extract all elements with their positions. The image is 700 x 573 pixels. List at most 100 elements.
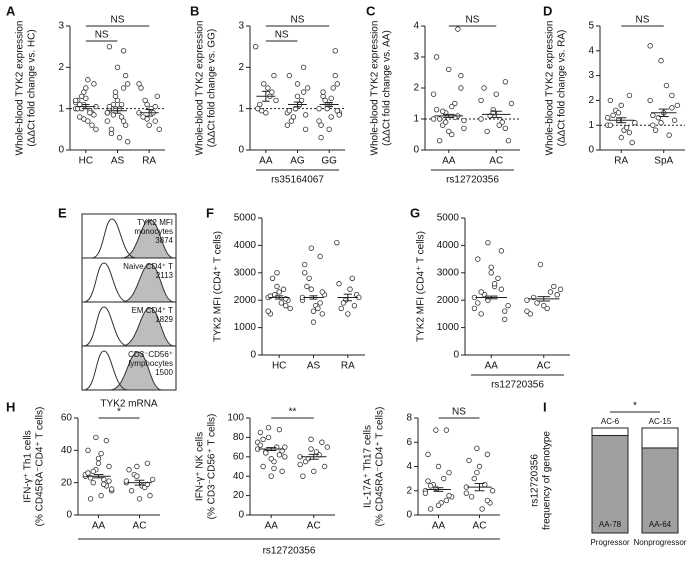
x-axis-label: rs12720356 (446, 175, 499, 186)
data-point (126, 467, 132, 473)
data-point (90, 479, 96, 486)
y-tick-label: 40 (61, 445, 73, 456)
data-point (652, 127, 659, 133)
y-tick-label: 0 (413, 145, 419, 156)
data-point (433, 106, 440, 113)
y-axis-label: (ΔΔCt fold change vs. GG) (207, 29, 218, 147)
y-tick-label: 6 (406, 437, 412, 448)
data-point (284, 122, 291, 128)
data-point (144, 116, 150, 122)
comparison-label: NS (636, 15, 650, 26)
data-point (114, 64, 121, 71)
panel-letter: A (6, 3, 16, 18)
x-tick-label: AA (92, 521, 106, 532)
y-tick-label: 1000 (437, 322, 460, 333)
data-point (149, 476, 156, 483)
data-point (274, 283, 280, 290)
y-tick-label: 4 (406, 461, 412, 472)
data-point (650, 122, 656, 128)
data-point (455, 26, 461, 32)
data-point (317, 253, 323, 260)
y-axis-label: Whole-blood TYK2 expression (545, 21, 556, 156)
data-point (265, 434, 272, 441)
data-point (484, 451, 491, 458)
data-point (476, 463, 483, 470)
data-point (261, 81, 267, 87)
data-point (505, 137, 512, 144)
y-axis-label: Whole-blood TYK2 expression (15, 21, 26, 156)
y-axis-label: Whole-blood TYK2 expression (195, 21, 206, 156)
data-point (491, 281, 498, 287)
data-point (508, 100, 515, 107)
data-point (95, 460, 102, 466)
data-point (265, 308, 271, 314)
data-point (311, 468, 317, 475)
data-point (443, 427, 450, 433)
x-tick-label: AS (111, 156, 125, 167)
data-point (124, 139, 131, 145)
mfi-value: 3874 (155, 236, 173, 245)
data-point (443, 497, 450, 504)
data-point (136, 496, 143, 502)
panel-letter: I (543, 399, 547, 414)
data-point (334, 108, 340, 114)
value-label: AC-6 (601, 417, 620, 426)
x-tick-label: AG (290, 156, 305, 167)
y-tick-label: 100 (227, 413, 244, 424)
data-point (474, 445, 480, 452)
x-tick-label: GG (321, 156, 337, 167)
y-tick-label: 0 (66, 510, 72, 521)
data-point (85, 118, 91, 124)
data-point (658, 120, 664, 126)
x-tick-label: AA (265, 521, 279, 532)
y-tick-label: 8 (406, 413, 412, 424)
data-point (259, 108, 265, 114)
data-point (671, 117, 678, 123)
histogram-control (83, 306, 129, 347)
y-tick-label: 4 (588, 45, 594, 56)
data-point (317, 300, 323, 306)
data-point (300, 64, 307, 71)
y-tick-label: 20 (233, 490, 245, 501)
data-point (136, 81, 142, 87)
data-point (321, 463, 328, 470)
y-axis-label: (ΔΔCt fold change vs. RA) (557, 30, 568, 147)
data-point (544, 305, 550, 312)
data-point (537, 261, 544, 268)
data-point (435, 463, 442, 470)
data-point (144, 460, 151, 466)
data-point (122, 72, 129, 79)
data-point (265, 425, 272, 431)
y-axis-label: (ΔΔCt fold change vs. HC) (27, 29, 38, 146)
y-axis-label: Whole-blood TYK2 expression (370, 21, 381, 156)
comparison-label: NS (111, 15, 125, 26)
panel-letter: F (206, 205, 214, 220)
data-point (138, 85, 144, 91)
data-point (485, 239, 491, 246)
bar-segment (641, 427, 679, 449)
y-tick-label: 20 (61, 477, 73, 488)
data-point (481, 85, 487, 91)
data-point (98, 450, 104, 457)
y-tick-label: 3 (588, 70, 594, 81)
y-tick-label: 2 (588, 95, 594, 106)
data-point (425, 478, 431, 484)
data-point (118, 101, 125, 108)
data-point (110, 112, 117, 118)
mfi-value: 1500 (155, 368, 173, 377)
panel-letter: D (543, 3, 552, 18)
x-tick-label: SpA (654, 156, 673, 167)
data-point (152, 118, 158, 124)
data-point (108, 126, 115, 133)
data-point (268, 456, 274, 462)
data-point (271, 72, 277, 79)
data-point (268, 473, 274, 479)
mfi-value: 1829 (155, 315, 173, 324)
data-point (85, 77, 91, 83)
data-point (461, 125, 467, 131)
data-point (294, 93, 301, 99)
data-point (276, 452, 283, 458)
data-point (501, 308, 508, 314)
data-point (308, 446, 314, 452)
